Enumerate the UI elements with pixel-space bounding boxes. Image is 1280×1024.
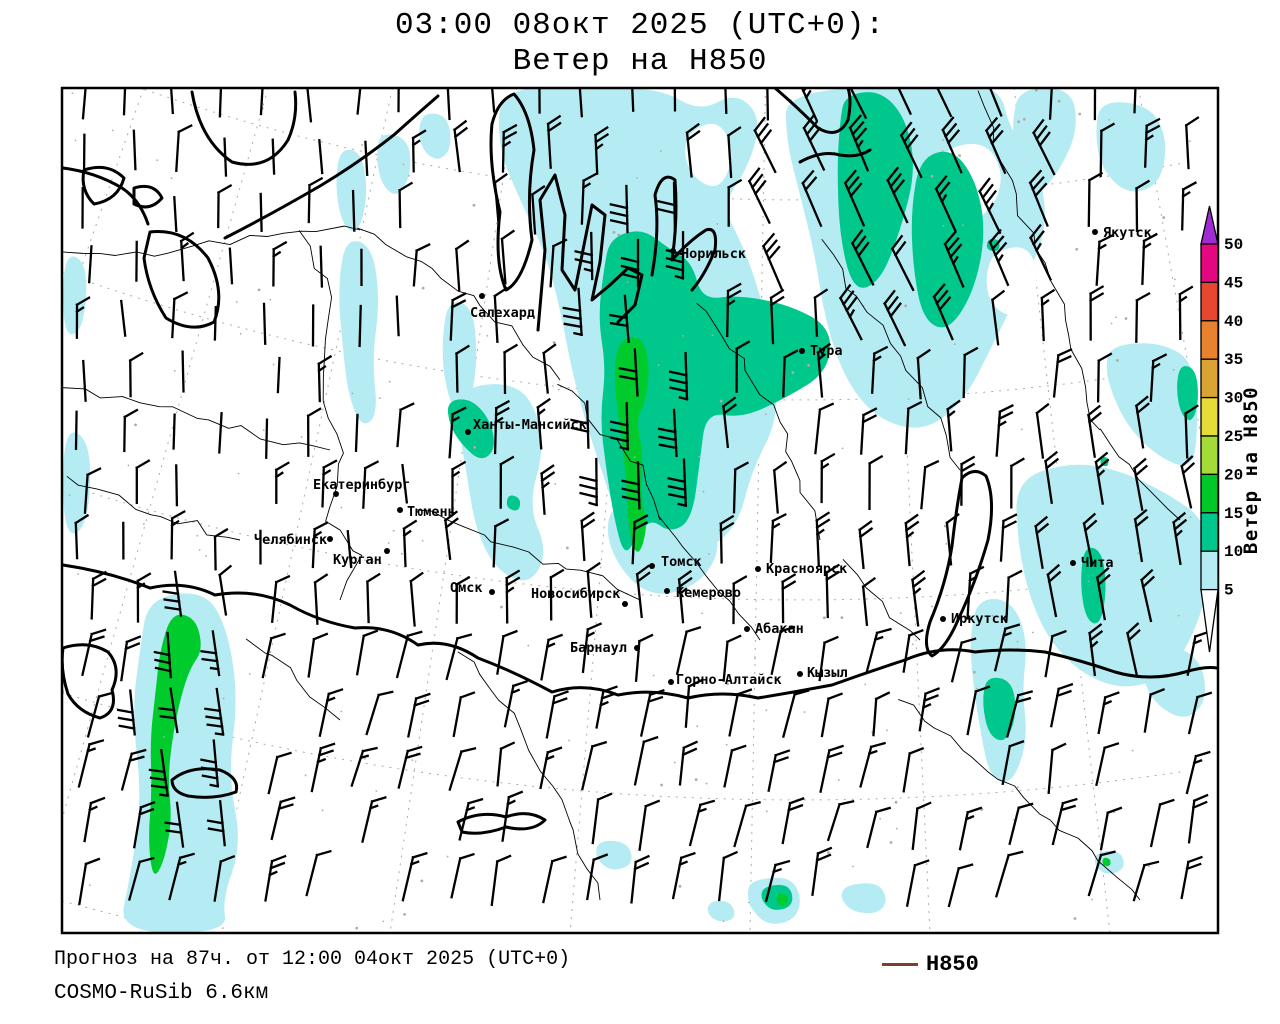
admin-borders (62, 90, 1181, 901)
page-title: 03:00 08окт 2025 (UTC+0): (394, 8, 886, 43)
city-dot (333, 491, 339, 497)
city-Горно-Алтайск: Горно-Алтайск (668, 672, 782, 688)
colorbar-tick-label: 25 (1224, 428, 1243, 446)
city-Курган: Курган (333, 548, 390, 568)
city-label: Красноярск (766, 561, 847, 577)
city-dot (1092, 229, 1098, 235)
terrain-speckles (62, 88, 1192, 930)
city-Барнаул: Барнаул (570, 640, 640, 656)
colorbar-tick-label: 45 (1224, 274, 1243, 292)
colorbar-tick-label: 50 (1224, 236, 1243, 254)
map-layers: Норильск Якутск Салехард Тура Ханты-Мансийск… (62, 88, 1218, 933)
city-label: Кызыл (807, 665, 848, 681)
colorbar-segment (1200, 435, 1219, 476)
city-Ханты-Мансийск: Ханты-Мансийск (465, 417, 587, 435)
city-label: Томск (661, 554, 702, 570)
city-dot (397, 507, 403, 513)
colorbar-title: Ветер на H850 (1240, 386, 1262, 554)
lakes (62, 230, 994, 835)
colorbar-under-triangle (1200, 588, 1219, 653)
city-label: Кемерово (676, 585, 741, 601)
colorbar-tick-label: 10 (1224, 543, 1243, 561)
wind-speed-colorbar: 50 45 40 35 30 25 20 15 10 5 Ветер на H850 (1200, 205, 1262, 653)
city-dot (479, 293, 485, 299)
city-Омск: Омск (450, 580, 495, 596)
city-Кемерово: Кемерово (664, 585, 741, 601)
colorbar-tick-label: 40 (1224, 313, 1243, 331)
city-Якутск: Якутск (1092, 225, 1152, 241)
city-label: Салехард (470, 305, 535, 321)
city-dot (489, 589, 495, 595)
city-Красноярск: Красноярск (755, 561, 847, 577)
legend: H850 (882, 952, 979, 977)
city-dot (465, 429, 471, 435)
city-Абакан: Абакан (744, 621, 804, 637)
model-info-text: COSMO-RuSib 6.6км (54, 982, 269, 1005)
city-dot (670, 248, 676, 254)
city-label: Екатеринбург (313, 477, 411, 493)
city-label: Горно-Алтайск (676, 672, 782, 688)
city-label: Барнаул (570, 640, 627, 656)
colorbar-tick-label: 20 (1224, 466, 1243, 484)
city-dot (327, 536, 333, 542)
legend-label: H850 (926, 952, 979, 977)
city-dot (622, 601, 628, 607)
city-Томск: Томск (649, 554, 702, 570)
city-Чита: Чита (1070, 555, 1114, 571)
colorbar-segment (1200, 473, 1219, 514)
city-dot (649, 563, 655, 569)
city-Кызыл: Кызыл (797, 665, 848, 681)
wind-barbs (74, 88, 1213, 908)
city-label: Ханты-Мансийск (473, 417, 587, 433)
legend-line-swatch (882, 963, 918, 966)
city-dot (384, 548, 390, 554)
city-label: Тюмень (407, 504, 456, 520)
city-Иркутск: Иркутск (940, 611, 1008, 627)
colorbar-segment (1200, 320, 1219, 360)
city-label: Курган (333, 552, 382, 568)
colorbar-tick-label: 30 (1224, 390, 1243, 408)
cities: Норильск Якутск Салехард Тура Ханты-Мансийск… (254, 225, 1152, 688)
city-dot (744, 626, 750, 632)
city-dot (797, 671, 803, 677)
colorbar-tick-label: 35 (1224, 351, 1243, 369)
colorbar-segment (1200, 550, 1219, 591)
city-dot (664, 588, 670, 594)
colorbar-tick-label: 5 (1224, 582, 1234, 600)
city-Тура: Тура (799, 343, 843, 359)
city-dot (668, 679, 674, 685)
city-Екатеринбург: Екатеринбург (313, 477, 411, 497)
colorbar-segment (1200, 281, 1219, 322)
city-label: Чита (1081, 555, 1114, 571)
city-Салехард: Салехард (470, 293, 535, 321)
city-dot (799, 348, 805, 354)
colorbar-tick-label: 15 (1224, 505, 1243, 523)
city-label: Омск (450, 580, 483, 596)
city-Челябинск: Челябинск (254, 532, 333, 548)
colorbar-segment (1200, 243, 1219, 284)
city-dot (755, 566, 761, 572)
city-Норильск: Норильск (670, 246, 746, 262)
city-dot (634, 645, 640, 651)
colorbar-segment (1200, 512, 1219, 552)
city-label: Новосибирск (531, 586, 620, 602)
city-Новосибирск: Новосибирск (531, 586, 628, 607)
city-Тюмень: Тюмень (397, 504, 456, 520)
forecast-info-text: Прогноз на 87ч. от 12:00 04окт 2025 (UTC… (54, 948, 571, 971)
city-label: Челябинск (254, 532, 327, 548)
page-subtitle: Ветер на H850 (512, 44, 768, 79)
city-dot (940, 616, 946, 622)
city-label: Тура (810, 343, 843, 359)
city-label: Якутск (1103, 225, 1152, 241)
city-label: Норильск (681, 246, 746, 262)
colorbar-segment (1200, 358, 1219, 399)
city-label: Иркутск (951, 611, 1008, 627)
coastlines (62, 88, 1218, 700)
colorbar-segment (1200, 396, 1219, 437)
city-label: Абакан (755, 621, 804, 637)
city-dot (1070, 560, 1076, 566)
